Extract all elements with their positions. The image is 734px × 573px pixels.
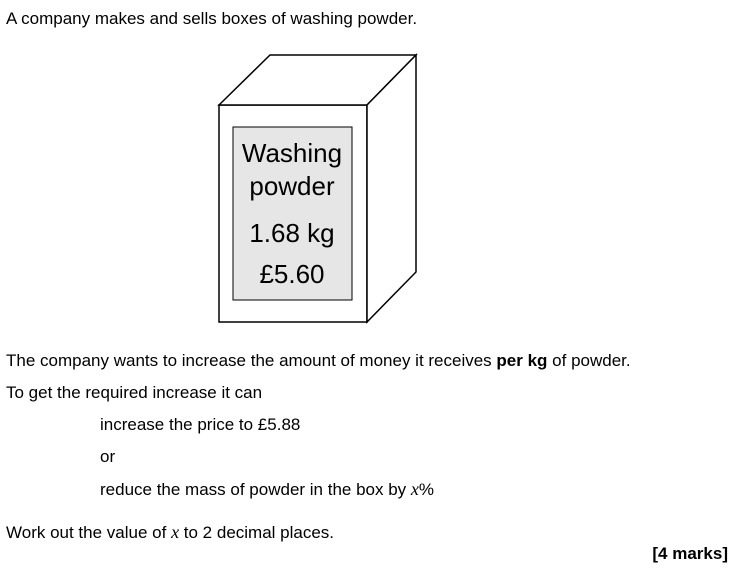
marks-text: [4 marks]: [652, 544, 728, 563]
statement-bold: per kg: [496, 351, 548, 370]
statement-pre: The company wants to increase the amount…: [6, 351, 497, 370]
box-label-line1: Washing: [242, 138, 342, 168]
statement-text: The company wants to increase the amount…: [6, 351, 631, 371]
task-post: to 2 decimal places.: [179, 523, 335, 542]
option-2-variable: x: [410, 479, 419, 499]
option-1-text: increase the price to £5.88: [100, 415, 301, 434]
box-label-line2: powder: [249, 171, 335, 201]
box-label-panel: [232, 126, 353, 301]
or-text: or: [100, 447, 116, 466]
option-2-pre: reduce the mass of powder in the box by: [100, 480, 411, 499]
box-side-face: [366, 53, 417, 324]
intro-text: A company makes and sells boxes of washi…: [6, 9, 418, 28]
task-variable: x: [171, 522, 180, 542]
statement-post: of powder.: [547, 351, 631, 370]
options-intro-text: To get the required increase it can: [6, 383, 263, 402]
box-label-price: £5.60: [259, 259, 324, 289]
option-2-text: reduce the mass of powder in the box by …: [100, 479, 434, 500]
task-text: Work out the value of x to 2 decimal pla…: [6, 522, 334, 543]
option-2-post: %: [418, 480, 435, 499]
task-pre: Work out the value of: [6, 523, 172, 542]
box-label-mass: 1.68 kg: [249, 218, 334, 248]
